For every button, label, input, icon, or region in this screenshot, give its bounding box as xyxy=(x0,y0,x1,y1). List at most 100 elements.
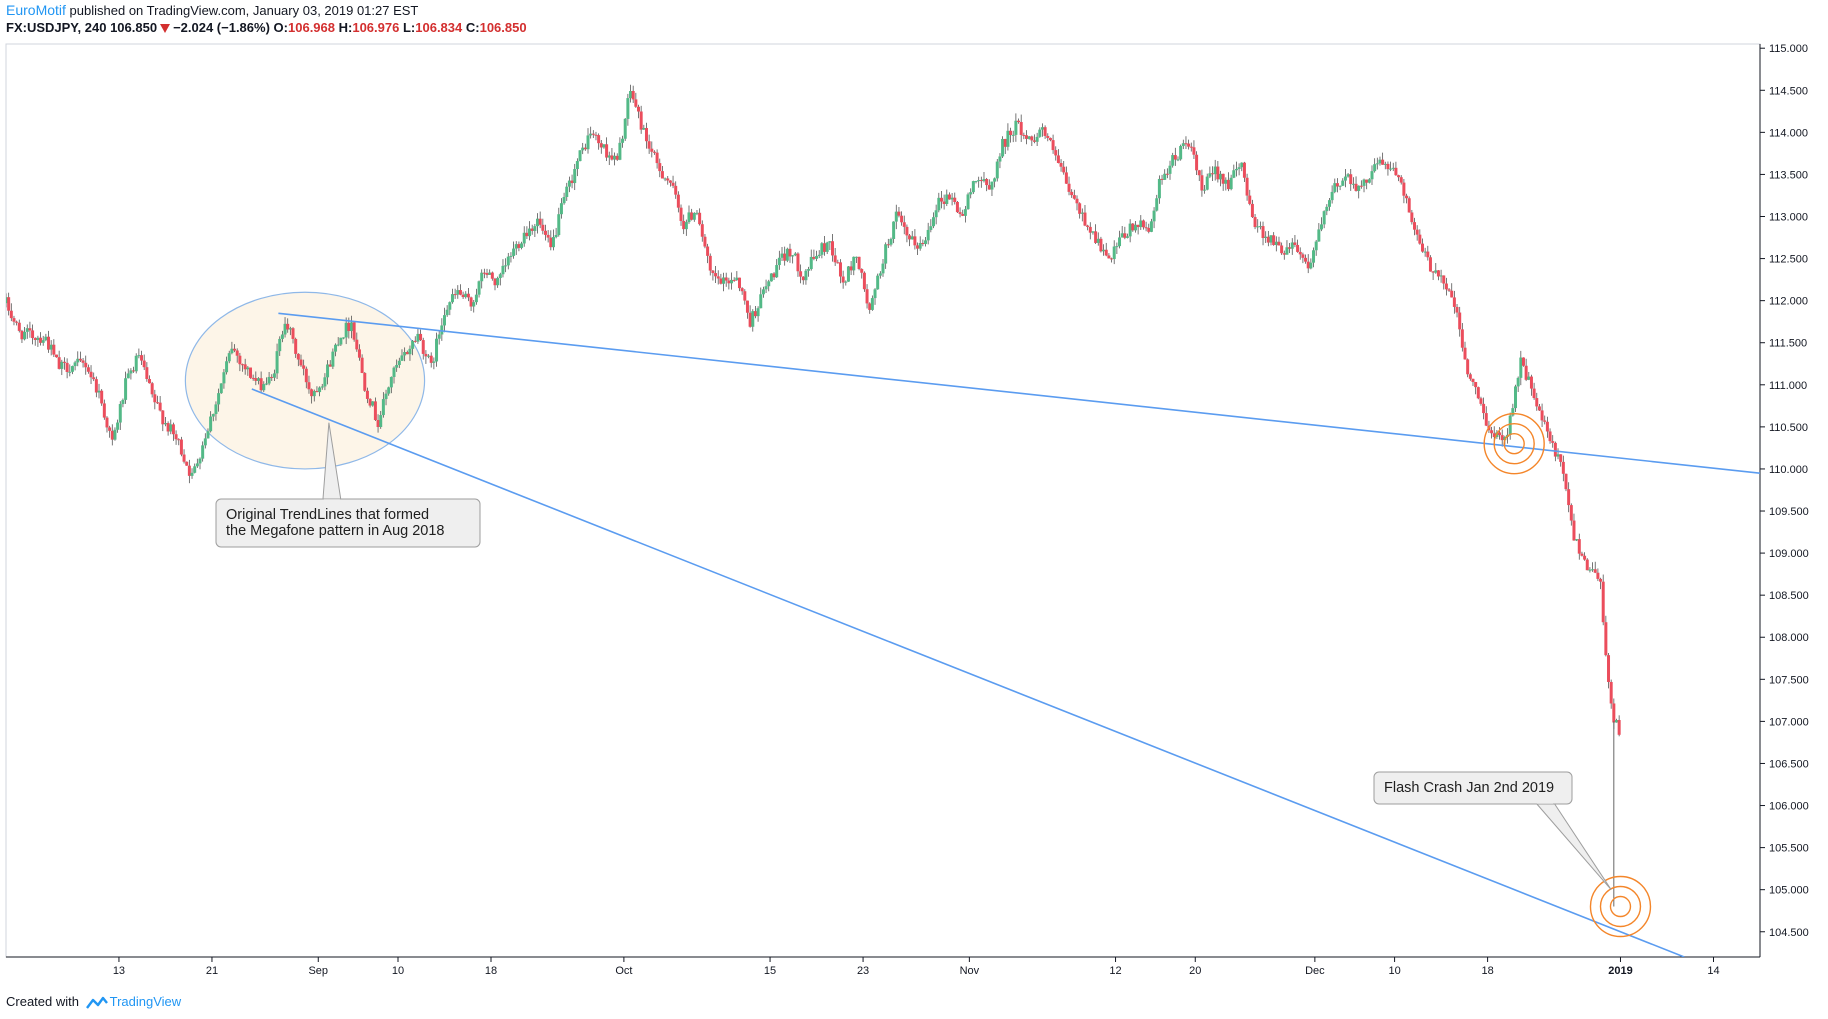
candle-body xyxy=(902,222,906,227)
candle-body xyxy=(799,271,803,277)
candle-body xyxy=(857,256,861,269)
candle-body xyxy=(102,403,106,418)
candle-body xyxy=(1367,179,1371,183)
candle-body xyxy=(1397,175,1401,178)
candle-body xyxy=(586,135,590,150)
candle-body xyxy=(1601,581,1605,623)
candle-body xyxy=(342,337,346,339)
candle-body xyxy=(355,339,359,350)
candle-body xyxy=(1022,134,1026,136)
candle-body xyxy=(759,294,763,309)
candle-body xyxy=(1046,135,1050,138)
candle-body xyxy=(1080,212,1084,214)
candle-body xyxy=(1585,559,1589,571)
candle-body xyxy=(950,197,954,200)
candle-body xyxy=(312,391,316,397)
candle-body xyxy=(658,163,662,172)
candle-body xyxy=(1551,441,1555,443)
candle-body xyxy=(1599,578,1603,582)
candle-body xyxy=(376,420,380,428)
candle-body xyxy=(987,185,991,190)
candle-body xyxy=(1431,271,1435,273)
x-tick-label: Dec xyxy=(1305,965,1325,977)
y-tick-label: 106.000 xyxy=(1769,801,1809,813)
candle-body xyxy=(328,364,332,367)
candle-body xyxy=(1250,203,1254,218)
candle-body xyxy=(1383,163,1387,165)
target-ring xyxy=(1503,433,1525,455)
candle-body xyxy=(1208,173,1212,177)
author-link[interactable]: EuroMotif xyxy=(6,2,66,18)
candle-body xyxy=(1607,655,1611,682)
candle-body xyxy=(352,322,356,340)
candle-body xyxy=(1030,136,1034,141)
candle-body xyxy=(1181,143,1185,147)
candle-body xyxy=(934,210,938,218)
candle-body xyxy=(498,274,502,279)
candle-body xyxy=(1553,442,1557,457)
candle-body xyxy=(453,294,457,296)
candle-body xyxy=(275,351,279,374)
candle-body xyxy=(777,257,781,266)
candle-body xyxy=(349,322,353,332)
candle-body xyxy=(278,338,282,352)
y-tick-label: 107.000 xyxy=(1769,716,1809,728)
candle-body xyxy=(1131,223,1135,231)
candle-body xyxy=(1479,398,1483,404)
candle-body xyxy=(1540,410,1544,421)
candle-body xyxy=(365,390,369,399)
candle-body xyxy=(1017,120,1021,123)
candle-body xyxy=(780,253,784,258)
candle-body xyxy=(846,266,850,282)
candle-body xyxy=(118,404,122,423)
target-ring xyxy=(1589,875,1652,938)
candle-body xyxy=(1333,183,1337,192)
x-tick-label: Sep xyxy=(308,965,328,977)
candle-body xyxy=(1346,174,1350,177)
candle-body xyxy=(1272,235,1276,246)
candle-body xyxy=(280,334,284,339)
candle-body xyxy=(163,423,167,425)
candle-body xyxy=(1415,229,1419,235)
candle-body xyxy=(1006,130,1010,147)
candle-body xyxy=(706,246,710,256)
candle-body xyxy=(751,311,755,327)
candle-body xyxy=(419,333,423,341)
candle-body xyxy=(644,127,648,142)
x-tick-label: 10 xyxy=(392,965,404,977)
candle-body xyxy=(865,289,869,304)
candle-body xyxy=(945,194,949,204)
candle-body xyxy=(291,328,295,339)
candle-body xyxy=(363,372,367,391)
candle-body xyxy=(708,255,712,271)
y-tick-label: 109.500 xyxy=(1769,506,1809,518)
candle-body xyxy=(692,213,696,220)
candle-body xyxy=(466,293,470,298)
candle-body xyxy=(1529,376,1533,389)
candle-body xyxy=(844,281,848,283)
candle-body xyxy=(28,328,32,331)
candle-body xyxy=(886,244,890,246)
candle-body xyxy=(155,402,159,404)
candle-body xyxy=(86,367,90,372)
candle-body xyxy=(357,349,361,358)
candle-body xyxy=(464,293,468,298)
x-tick-label: 10 xyxy=(1388,965,1400,977)
candle-body xyxy=(737,277,741,289)
candle-body xyxy=(1001,138,1005,157)
candle-body xyxy=(54,354,58,358)
candle-body xyxy=(286,323,290,330)
candle-body xyxy=(589,133,593,136)
candle-body xyxy=(514,244,518,249)
candle-body xyxy=(536,218,540,227)
candle-body xyxy=(801,276,805,281)
candle-body xyxy=(1548,431,1552,442)
candle-body xyxy=(1298,251,1302,255)
candle-body xyxy=(52,344,56,355)
tradingview-brand[interactable]: TradingView xyxy=(109,994,182,1009)
candle-body xyxy=(512,248,516,256)
candle-body xyxy=(1394,167,1398,176)
candle-body xyxy=(134,355,138,372)
y-tick-label: 105.000 xyxy=(1769,885,1809,897)
